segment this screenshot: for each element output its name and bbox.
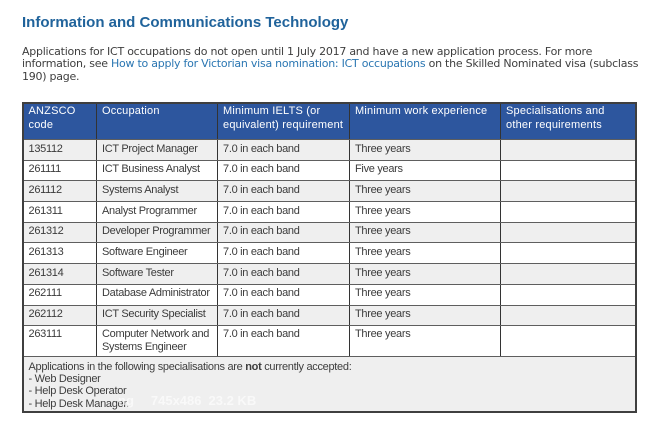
- footnote-item: - Web Designer: [28, 372, 101, 385]
- footnote-intro-after: currently accepted:: [261, 360, 352, 373]
- watermark-filename-fragment: ng: [118, 393, 134, 408]
- table-footnote: Applications in the following specialisa…: [22, 355, 636, 413]
- cell-anzsco-code: 261314: [22, 263, 97, 285]
- table-footnote-row: Applications in the following specialisa…: [22, 355, 636, 413]
- occupations-table: ANZSCO code Occupation Minimum IELTS (or…: [21, 102, 637, 414]
- watermark-dimensions: 745x486: [150, 393, 202, 408]
- cell-anzsco-code: 135112: [22, 139, 97, 161]
- cell-work-experience: Three years: [349, 221, 501, 244]
- table-row: 135112 ICT Project Manager 7.0 in each b…: [22, 139, 636, 161]
- header-cell-ielts: Minimum IELTS (or equivalent) requiremen…: [217, 102, 350, 140]
- cell-ielts: 7.0 in each band: [217, 201, 350, 223]
- cell-work-experience: Three years: [349, 242, 501, 265]
- table-row: 261311 Analyst Programmer 7.0 in each ba…: [22, 201, 636, 223]
- cell-ielts: 7.0 in each band: [217, 139, 350, 161]
- cell-ielts: 7.0 in each band: [217, 263, 350, 285]
- cell-work-experience: Three years: [349, 304, 501, 327]
- table-row: 261112 Systems Analyst 7.0 in each band …: [22, 180, 636, 203]
- cell-ielts: 7.0 in each band: [217, 221, 350, 244]
- cell-specialisations: [500, 180, 636, 203]
- cell-ielts: 7.0 in each band: [217, 304, 350, 327]
- header-cell-specialisations: Specialisations and other requirements: [500, 102, 636, 140]
- cell-work-experience: Three years: [349, 263, 501, 285]
- table-row: 261313 Software Engineer 7.0 in each ban…: [22, 242, 636, 265]
- table-row: 262111 Database Administrator 7.0 in eac…: [22, 283, 636, 306]
- cell-anzsco-code: 262112: [22, 304, 97, 327]
- cell-work-experience: Three years: [349, 139, 501, 161]
- cell-work-experience: Three years: [349, 283, 501, 306]
- cell-work-experience: Three years: [349, 201, 501, 223]
- cell-occupation: Software Tester: [96, 263, 218, 285]
- table-row: 261314 Software Tester 7.0 in each band …: [22, 263, 636, 285]
- cell-work-experience: Three years: [349, 180, 501, 203]
- cell-occupation: Computer Network and Systems Engineer: [96, 325, 218, 357]
- page-title: Information and Communications Technolog…: [22, 14, 349, 31]
- cell-anzsco-code: 262111: [22, 283, 97, 306]
- watermark-filesize: 23.2 KB: [208, 393, 257, 408]
- intro-text-after-link: on the Skilled Nominated visa (subclass …: [22, 57, 639, 84]
- cell-ielts: 7.0 in each band: [217, 283, 350, 306]
- cell-ielts: 7.0 in each band: [217, 242, 350, 265]
- cell-work-experience: Five years: [349, 159, 501, 182]
- cell-occupation: Software Engineer: [96, 242, 218, 265]
- cell-ielts: 7.0 in each band: [217, 180, 350, 203]
- cell-specialisations: [500, 263, 636, 285]
- header-cell-occupation: Occupation: [96, 102, 218, 140]
- footnote-intro-line: Applications in the following specialisa…: [29, 361, 630, 373]
- table-row: 263111 Computer Network and Systems Engi…: [22, 325, 636, 357]
- cell-occupation: ICT Project Manager: [96, 139, 218, 161]
- cell-occupation: Systems Analyst: [96, 180, 218, 203]
- cell-specialisations: [500, 304, 636, 327]
- table-row: 262112 ICT Security Specialist 7.0 in ea…: [22, 304, 636, 327]
- cell-anzsco-code: 263111: [22, 325, 97, 357]
- intro-paragraph: Applications for ICT occupations do not …: [22, 44, 650, 85]
- cell-occupation: ICT Security Specialist: [96, 304, 218, 327]
- table-header-row: ANZSCO code Occupation Minimum IELTS (or…: [22, 102, 636, 140]
- cell-specialisations: [500, 159, 636, 182]
- cell-work-experience: Three years: [349, 325, 501, 357]
- cell-ielts: 7.0 in each band: [217, 325, 350, 357]
- intro-text-before-link: Applications for ICT occupations do not …: [22, 44, 593, 71]
- footnote-intro-before: Applications in the following specialisa…: [28, 360, 246, 373]
- how-to-apply-link[interactable]: How to apply for Victorian visa nominati…: [111, 57, 426, 71]
- cell-specialisations: [500, 201, 636, 223]
- cell-occupation: Developer Programmer: [96, 221, 218, 244]
- cell-specialisations: [500, 221, 636, 244]
- cell-anzsco-code: 261112: [22, 180, 97, 203]
- cell-occupation: ICT Business Analyst: [96, 159, 218, 182]
- table-row: 261111 ICT Business Analyst 7.0 in each …: [22, 159, 636, 182]
- cell-specialisations: [500, 139, 636, 161]
- cell-specialisations: [500, 283, 636, 306]
- cell-ielts: 7.0 in each band: [217, 159, 350, 182]
- header-cell-anzsco-code: ANZSCO code: [22, 102, 97, 140]
- cell-occupation: Analyst Programmer: [96, 201, 218, 223]
- footnote-not-bold: not: [245, 360, 262, 373]
- cell-specialisations: [500, 242, 636, 265]
- cell-anzsco-code: 261111: [22, 159, 97, 182]
- footnote-item: - Help Desk Manager.: [28, 397, 130, 410]
- cell-specialisations: [500, 325, 636, 357]
- cell-anzsco-code: 261313: [22, 242, 97, 265]
- cell-anzsco-code: 261312: [22, 221, 97, 244]
- header-cell-work-experience: Minimum work experience: [349, 102, 501, 140]
- image-meta-watermark: ng 745x486 23.2 KB: [118, 393, 256, 408]
- footnote-item: - Help Desk Operator: [28, 385, 127, 398]
- cell-anzsco-code: 261311: [22, 201, 97, 223]
- cell-occupation: Database Administrator: [96, 283, 218, 306]
- table-row: 261312 Developer Programmer 7.0 in each …: [22, 221, 636, 244]
